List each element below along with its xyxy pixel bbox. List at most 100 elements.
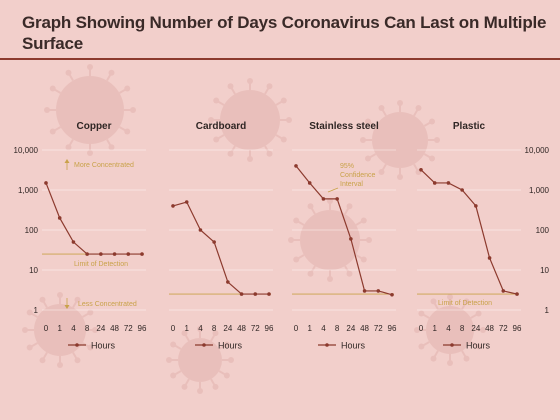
- virus-spike-tip: [397, 174, 403, 180]
- virus-spike: [367, 153, 377, 160]
- x-tick-label: 96: [388, 324, 397, 333]
- virus-spike-tip: [124, 85, 131, 92]
- data-point: [390, 292, 394, 297]
- data-point: [446, 181, 451, 185]
- virus-body: [178, 338, 222, 382]
- virus-spike: [423, 153, 433, 160]
- x-tick-label: 8: [212, 324, 217, 333]
- virus-spike: [275, 134, 285, 141]
- virus-spike-tip: [415, 104, 422, 111]
- virus-spike-tip: [130, 107, 136, 113]
- virus-spike-tip: [247, 78, 253, 84]
- panel-title: Copper: [77, 121, 112, 132]
- virus-spike-tip: [247, 156, 253, 162]
- virus-spike-tip: [280, 136, 287, 143]
- virus-spike: [275, 99, 285, 106]
- virus-spike-tip: [364, 118, 371, 125]
- virus-spike-tip: [227, 150, 234, 157]
- virus-spike: [183, 332, 190, 342]
- y-tick-label: 100: [536, 226, 550, 235]
- x-tick-label: 48: [237, 324, 246, 333]
- virus-spike: [432, 300, 439, 310]
- virus-spike-tip: [223, 341, 230, 348]
- virus-spike-tip: [108, 69, 115, 76]
- virus-background-decoration: [22, 64, 486, 394]
- page-title-line-2: Surface: [22, 34, 83, 53]
- virus-body: [34, 304, 86, 356]
- virus-spike-tip: [227, 83, 234, 90]
- x-tick-label: 0: [44, 324, 49, 333]
- x-tick-label: 4: [446, 324, 451, 333]
- data-point: [112, 252, 117, 256]
- data-point: [362, 289, 367, 293]
- annotation-pointer: [327, 187, 339, 193]
- y-tick-label: 10: [29, 266, 38, 275]
- annotation-arrow-down-head: [64, 305, 70, 309]
- virus-spike: [470, 341, 480, 348]
- annotation-confidence-line: Confidence: [340, 172, 376, 179]
- data-point: [307, 181, 312, 185]
- virus-spike: [218, 343, 228, 350]
- virus-body: [372, 112, 428, 168]
- virus-spike-tip: [74, 357, 81, 364]
- data-point: [294, 164, 298, 168]
- x-tick-label: 72: [124, 324, 133, 333]
- x-tick-label: 96: [138, 324, 147, 333]
- virus-spike: [106, 72, 113, 82]
- annotation-limit-of-detection: Limit of Detection: [74, 261, 128, 268]
- virus-spike: [218, 370, 228, 377]
- virus-decoration-3: [288, 198, 372, 282]
- virus-spike: [183, 378, 190, 388]
- data-point: [321, 197, 326, 201]
- legend-label: Hours: [466, 341, 491, 351]
- virus-spike-tip: [280, 97, 287, 104]
- y-tick-label: 1,000: [18, 186, 39, 195]
- virus-spike: [118, 87, 128, 94]
- data-point: [71, 240, 76, 244]
- virus-spike-tip: [378, 104, 385, 111]
- virus-spike: [355, 254, 365, 261]
- virus-spike: [172, 343, 182, 350]
- virus-spike-tip: [213, 97, 220, 104]
- virus-spike: [210, 378, 217, 388]
- virus-spike: [210, 332, 217, 342]
- virus-spike-tip: [65, 144, 72, 151]
- virus-spike-tip: [26, 344, 33, 351]
- virus-spike-tip: [26, 309, 33, 316]
- virus-spike-tip: [39, 296, 46, 303]
- x-tick-label: 96: [513, 324, 522, 333]
- virus-spike-tip: [447, 360, 453, 366]
- virus-spike: [118, 126, 128, 133]
- virus-spike-tip: [293, 217, 300, 224]
- x-tick-label: 8: [85, 324, 90, 333]
- data-point: [239, 292, 244, 296]
- virus-decoration-6: [414, 294, 486, 366]
- x-tick-label: 24: [223, 324, 232, 333]
- data-point: [198, 228, 203, 232]
- data-point: [460, 188, 464, 192]
- x-tick-label: 72: [251, 324, 260, 333]
- virus-spike: [461, 350, 468, 360]
- virus-spike-tip: [92, 327, 98, 333]
- virus-spike-tip: [434, 137, 440, 143]
- virus-spike: [82, 311, 91, 318]
- x-tick-label: 24: [96, 324, 105, 333]
- x-tick-label: 4: [71, 324, 76, 333]
- virus-spike-tip: [418, 343, 425, 350]
- series-line: [420, 169, 518, 295]
- virus-decoration-2: [360, 100, 440, 180]
- page-title-line-1: Graph Showing Number of Days Coronavirus…: [22, 13, 547, 32]
- virus-spike-tip: [108, 144, 115, 151]
- series-line: [172, 201, 269, 295]
- virus-spike: [215, 134, 225, 141]
- x-tick-label: 24: [346, 324, 355, 333]
- virus-spike: [41, 352, 48, 361]
- virus-spike-tip: [475, 310, 482, 317]
- virus-spike-tip: [166, 357, 172, 363]
- data-point: [253, 292, 258, 296]
- virus-spike: [172, 370, 182, 377]
- virus-spike-tip: [307, 270, 314, 277]
- virus-spike: [106, 138, 113, 148]
- annotation-confidence-interval: 95% Confidence Interval: [340, 163, 376, 188]
